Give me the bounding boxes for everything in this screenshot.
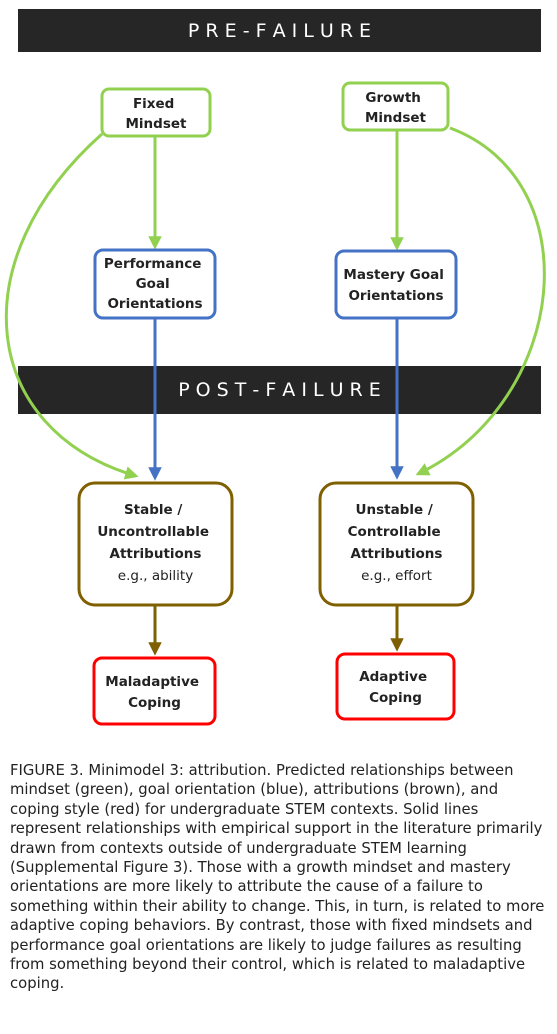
performance-goal-line-3: Orientations [107, 296, 202, 312]
unstable-attributions-line-3: Attributions [351, 546, 443, 562]
unstable-attributions-line-1: Unstable / [356, 502, 433, 518]
figure-caption: FIGURE 3. Minimodel 3: attribution. Pred… [10, 761, 550, 994]
unstable-attributions-line-2: Controllable [348, 524, 441, 540]
adaptive-coping-line-1: Adaptive [359, 669, 427, 685]
performance-goal-node: Performance Goal Orientations [95, 250, 215, 318]
fixed-mindset-line-2: Mindset [126, 116, 188, 132]
stable-attributions-line-2: Uncontrollable [97, 524, 209, 540]
adaptive-coping-line-2: Coping [369, 690, 422, 706]
growth-mindset-node: Growth Mindset [343, 83, 448, 130]
maladaptive-coping-line-2: Coping [128, 695, 181, 711]
growth-mindset-line-2: Mindset [365, 110, 427, 126]
unstable-attributions-node: Unstable / Controllable Attributions e.g… [320, 483, 473, 605]
mastery-goal-line-2: Orientations [348, 288, 443, 304]
svg-text:Unstable / Controllable: Unstable / Controllable Attributions [348, 502, 446, 562]
mastery-goal-line-1: Mastery Goal [343, 267, 443, 283]
stable-attributions-line-1: Stable / [124, 502, 182, 518]
performance-goal-line-1: Performance [104, 256, 201, 272]
maladaptive-coping-node: Maladaptive Coping [94, 658, 215, 724]
fixed-mindset-line-1: Fixed [133, 96, 174, 112]
performance-goal-line-2: Goal [136, 276, 170, 292]
caption-text: Minimodel 3: attribution. Predicted rela… [10, 762, 544, 992]
pre-failure-label: P R E - F A I L U R E [188, 20, 371, 42]
attribution-diagram: P R E - F A I L U R E P O S T - F A I L … [0, 0, 557, 740]
unstable-attributions-example: e.g., effort [361, 568, 432, 584]
stable-attributions-example: e.g., ability [118, 568, 193, 584]
stable-attributions-node: Stable / Uncontrollable Attributions e.g… [79, 483, 232, 605]
post-failure-label: P O S T - F A I L U R E [178, 379, 381, 401]
stable-attributions-line-3: Attributions [110, 546, 202, 562]
maladaptive-coping-line-1: Maladaptive [105, 674, 199, 690]
caption-label: FIGURE 3. [10, 762, 84, 779]
adaptive-coping-node: Adaptive Coping [337, 654, 454, 719]
mastery-goal-node: Mastery Goal Orientations [336, 251, 456, 318]
fixed-mindset-node: Fixed Mindset [102, 89, 210, 136]
growth-mindset-line-1: Growth [365, 90, 421, 106]
